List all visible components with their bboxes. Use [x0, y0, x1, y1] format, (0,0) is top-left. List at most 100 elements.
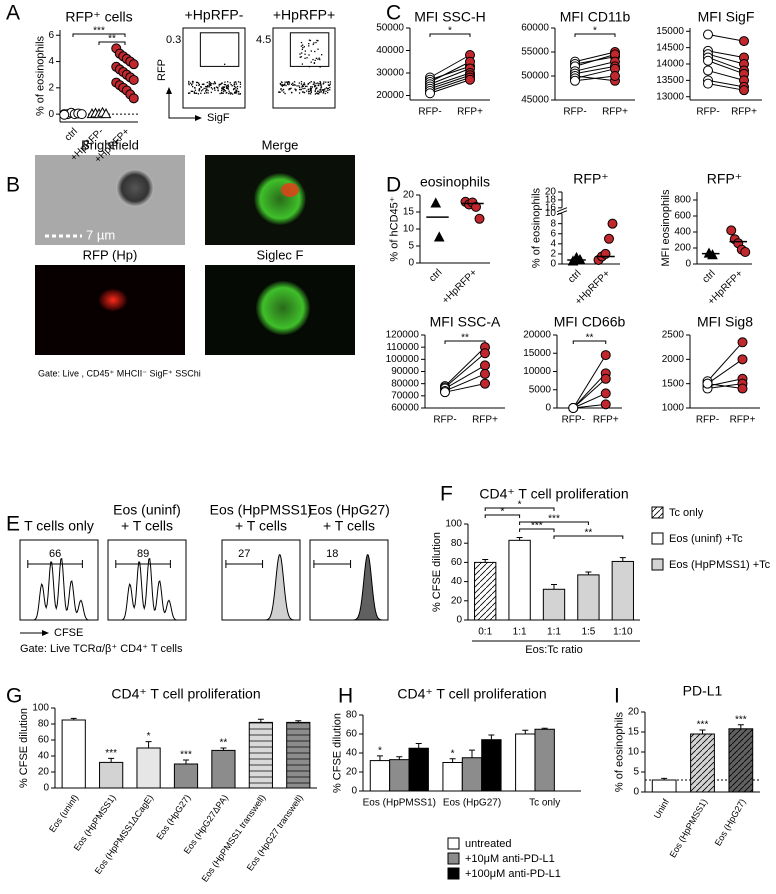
pair-line — [444, 364, 486, 389]
y-tick-label: 20 — [451, 595, 463, 606]
plot-title: Eos (HpG27) — [308, 502, 390, 518]
pair-line — [429, 72, 471, 87]
event-dot — [193, 92, 196, 94]
y-tick-label: 40000 — [376, 45, 404, 56]
event-dot — [329, 89, 331, 91]
event-dot — [301, 63, 304, 65]
plot-title: + T cells — [235, 518, 287, 534]
significance-bracket — [429, 33, 471, 37]
event-dot — [198, 83, 201, 86]
event-dot — [200, 90, 203, 92]
bar — [542, 588, 566, 621]
event-dot — [288, 88, 290, 91]
legend-swatch — [447, 837, 460, 850]
event-dot — [280, 83, 282, 86]
event-dot — [207, 89, 209, 92]
pair-line — [429, 68, 471, 85]
event-dot — [211, 82, 213, 85]
plot-frame — [272, 27, 336, 109]
event-dot — [202, 89, 204, 91]
legend-swatch — [651, 506, 664, 519]
event-dot — [309, 82, 311, 84]
event-dot — [294, 88, 296, 90]
event-dot — [295, 88, 297, 91]
y-tick-label: 100000 — [386, 354, 420, 365]
event-dot — [195, 92, 197, 94]
y-tick-label: 4 — [48, 56, 54, 67]
y-tick-label: 0 — [685, 259, 691, 270]
event-dot — [213, 83, 215, 85]
gate-value: 27 — [238, 548, 250, 560]
significance-bracket — [553, 535, 624, 539]
event-dot — [223, 86, 226, 88]
significance-bracket — [574, 33, 616, 37]
event-dot — [239, 81, 242, 84]
y-tick-label: 60 — [346, 729, 358, 740]
event-dot — [239, 86, 242, 88]
event-dot — [327, 87, 329, 90]
event-dot — [225, 92, 228, 94]
event-dot — [216, 86, 219, 89]
data-point — [740, 247, 751, 257]
y-tick-label: 20 — [545, 187, 557, 198]
y-tick-label: 20 — [403, 190, 415, 201]
x-tick-label: ctrl — [701, 268, 718, 285]
event-dot — [192, 86, 194, 88]
event-dot — [278, 91, 281, 93]
pair-line — [573, 403, 606, 409]
event-dot — [283, 83, 286, 86]
chart-title: MFI CD66b — [554, 314, 626, 330]
event-dot — [226, 87, 228, 89]
legend-label: +10μM anti-PD-L1 — [465, 853, 555, 865]
event-dot — [302, 87, 304, 90]
data-point — [726, 225, 737, 236]
pair-line — [707, 60, 745, 75]
event-dot — [213, 87, 216, 90]
data-point — [600, 388, 611, 399]
event-dot — [222, 88, 224, 91]
event-dot — [220, 91, 223, 94]
error-bar — [737, 724, 744, 729]
event-dot — [237, 81, 240, 83]
error-bar — [396, 756, 403, 760]
arrow-head — [42, 630, 49, 636]
panel-label: D — [386, 174, 401, 197]
data-point — [128, 74, 139, 85]
pair-line — [444, 373, 486, 392]
x-tick-label: RFP+ — [457, 107, 483, 118]
event-dot — [217, 90, 219, 92]
event-dot — [213, 87, 216, 89]
event-dot — [233, 82, 235, 84]
y-tick-label: 2 — [550, 249, 556, 260]
x-tick-label: RFP- — [696, 107, 719, 118]
event-dot — [303, 91, 305, 94]
gate-bracket — [27, 560, 83, 568]
plot-title: T cells only — [24, 518, 94, 534]
pair-line — [574, 75, 616, 82]
data-point — [703, 65, 713, 76]
bar — [211, 749, 236, 789]
event-dot — [209, 83, 212, 85]
event-dot — [215, 86, 218, 88]
significance-label: * — [518, 500, 522, 511]
event-dot — [203, 92, 206, 94]
significance-bracket — [98, 41, 126, 45]
pair-line — [707, 383, 743, 390]
significance-bracket — [572, 340, 607, 344]
event-dot — [208, 83, 210, 85]
x-tick-label: RFP+ — [472, 415, 498, 426]
event-dot — [210, 91, 213, 94]
pair-line — [574, 65, 616, 75]
significance-label: ** — [586, 333, 594, 344]
event-dot — [311, 86, 313, 88]
pair-line — [574, 61, 616, 72]
event-dot — [188, 80, 190, 83]
event-dot — [325, 87, 328, 89]
event-dot — [314, 93, 317, 95]
event-dot — [303, 82, 306, 84]
significance-bracket — [519, 528, 555, 532]
event-dot — [237, 90, 240, 93]
error-bar — [415, 743, 422, 749]
event-dot — [329, 81, 332, 83]
event-dot — [301, 48, 304, 51]
